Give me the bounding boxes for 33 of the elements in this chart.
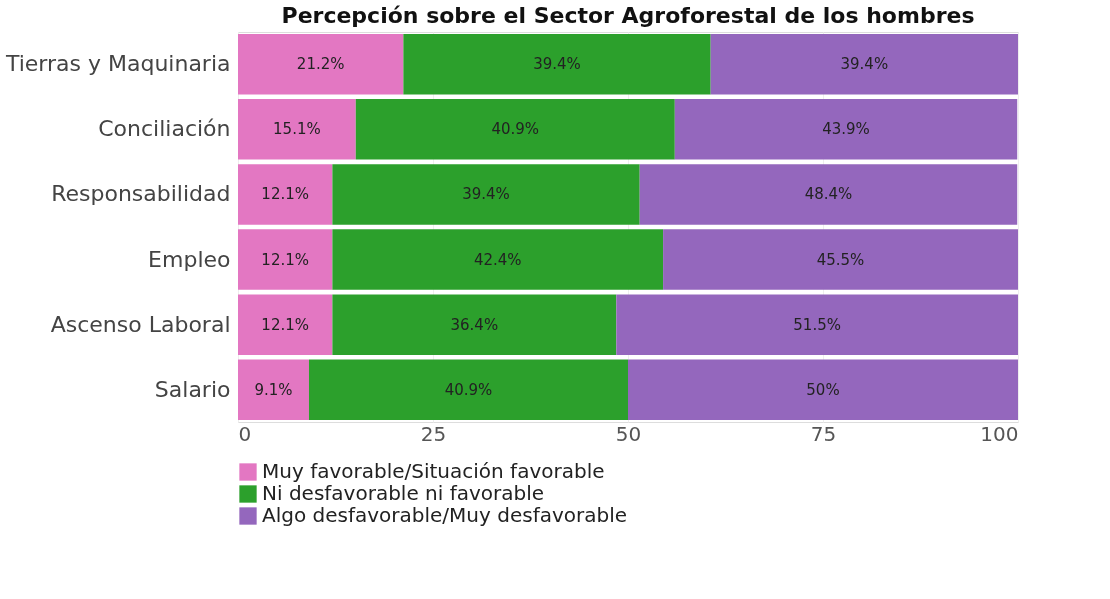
data-label: 43.9% [822,120,870,139]
data-label: 12.1% [261,250,310,269]
data-label: 39.4% [462,185,510,204]
x-tick-label: 100 [980,421,1019,446]
y-tick-label: Empleo [148,246,231,272]
x-tick-label: 50 [615,421,642,446]
data-label: 42.4% [473,250,522,269]
data-label: 48.4% [804,185,853,204]
legend-label: Ni desfavorable ni favorable [262,481,545,505]
chart-title: Percepción sobre el Sector Agroforestal de los hombres [281,3,975,28]
data-label: 15.1% [273,120,321,139]
data-label: 40.9% [491,120,540,139]
x-tick-label: 0 [238,421,252,446]
data-label: 45.5% [816,250,865,269]
y-tick-label: Ascenso Laboral [50,311,231,337]
data-label: 51.5% [793,315,841,334]
data-label: 40.9% [444,380,493,399]
data-label: 9.1% [254,380,293,399]
data-label: 12.1% [261,185,310,204]
y-tick-label: Responsabilidad [51,181,231,207]
y-tick-label: Conciliación [98,116,231,142]
data-label: 21.2% [296,55,345,74]
data-label: 36.4% [450,315,499,334]
legend-label: Algo desfavorable/Muy desfavorable [262,503,628,527]
data-label: 12.1% [261,315,310,334]
legend-label: Muy favorable/Situación favorable [262,459,605,483]
x-tick-label: 25 [420,421,447,446]
data-label: 39.4% [533,55,581,74]
x-tick-label: 75 [810,421,837,446]
y-tick-label: Tierras y Maquinaria [4,51,231,77]
y-tick-label: Salario [154,376,231,402]
data-label: 39.4% [840,55,889,74]
data-label: 50% [806,380,840,399]
